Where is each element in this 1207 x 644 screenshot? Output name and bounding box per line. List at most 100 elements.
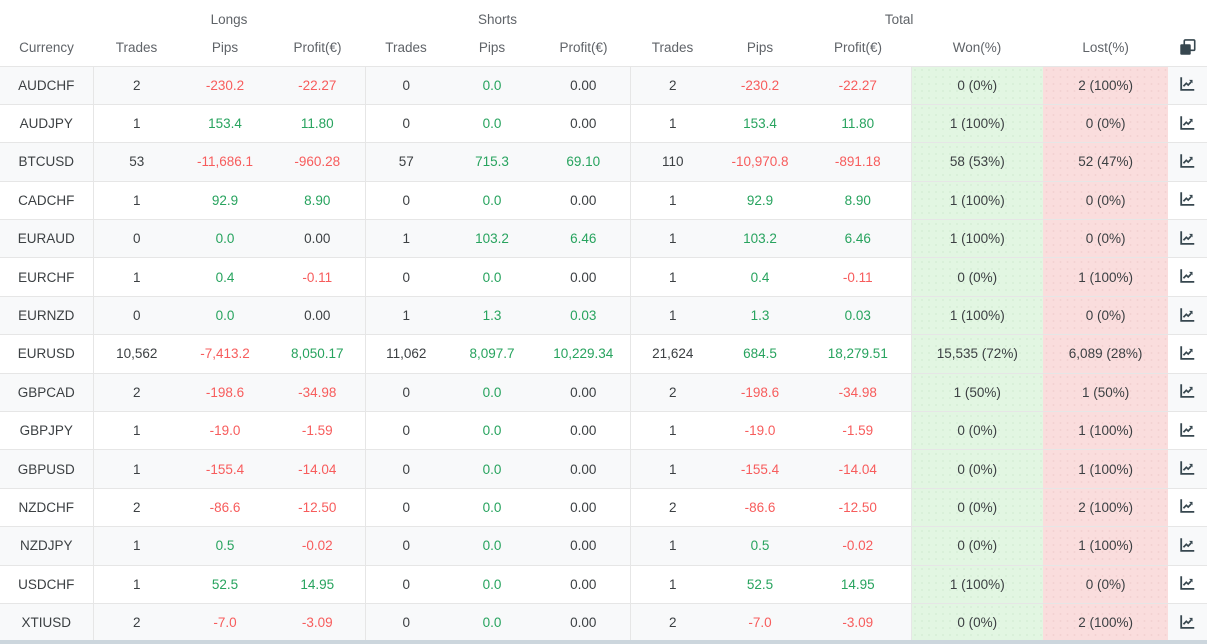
total-pips-cell: -86.6 <box>715 487 806 527</box>
lost-cell: 0 (0%) <box>1043 295 1169 335</box>
total-trades-cell: 1 <box>630 219 716 258</box>
line-chart-icon[interactable] <box>1177 266 1199 286</box>
won-cell: 0 (0%) <box>911 65 1044 105</box>
line-chart-icon[interactable] <box>1177 381 1199 401</box>
currency-cell: AUDCHF <box>0 65 93 105</box>
lost-cell: 0 (0%) <box>1043 103 1169 143</box>
lost-cell: 2 (100%) <box>1043 487 1169 527</box>
total-pips-cell: 153.4 <box>715 103 806 143</box>
won-cell: 1 (100%) <box>911 103 1044 143</box>
shorts-trades-cell: 0 <box>365 372 448 412</box>
shorts-profit-cell: 0.00 <box>537 411 631 450</box>
longs-profit-cell: -12.50 <box>270 487 366 527</box>
line-chart-icon[interactable] <box>1177 612 1199 632</box>
shorts-trades-cell: 11,062 <box>365 334 448 374</box>
won-cell: 0 (0%) <box>911 526 1044 566</box>
shorts-trades-cell: 57 <box>365 142 448 182</box>
column-header-shorts-trades: Trades <box>365 30 448 66</box>
longs-profit-cell: 0.00 <box>270 219 366 258</box>
currency-cell: USDCHF <box>0 564 93 604</box>
longs-trades-cell: 1 <box>92 564 180 604</box>
longs-trades-cell: 1 <box>92 257 180 297</box>
shorts-profit-cell: 0.00 <box>537 103 631 143</box>
column-header-longs-pips: Pips <box>180 30 270 66</box>
total-pips-cell: -19.0 <box>715 411 806 450</box>
total-trades-cell: 1 <box>630 411 716 450</box>
lost-cell: 1 (100%) <box>1043 411 1169 450</box>
shorts-trades-cell: 0 <box>365 65 448 105</box>
longs-trades-cell: 53 <box>92 142 180 182</box>
longs-profit-cell: -1.59 <box>270 411 366 450</box>
table-row: GBPJPY 1 -19.0 -1.59 0 0.0 0.00 1 -19.0 … <box>0 411 1207 450</box>
column-header-total-pips: Pips <box>715 30 806 66</box>
shorts-profit-cell: 0.00 <box>537 65 631 105</box>
shorts-pips-cell: 0.0 <box>447 487 538 527</box>
column-header-longs-profit: Profit(€) <box>270 30 366 66</box>
lost-cell: 2 (100%) <box>1043 65 1169 105</box>
shorts-profit-cell: 0.00 <box>537 526 631 566</box>
copy-icon[interactable] <box>1177 36 1199 58</box>
won-cell: 0 (0%) <box>911 257 1044 297</box>
lost-cell: 1 (100%) <box>1043 449 1169 489</box>
total-profit-cell: 18,279.51 <box>805 334 912 374</box>
line-chart-icon[interactable] <box>1177 305 1199 325</box>
line-chart-icon[interactable] <box>1177 535 1199 555</box>
longs-pips-cell: -11,686.1 <box>180 142 270 182</box>
longs-trades-cell: 0 <box>92 219 180 258</box>
won-cell: 1 (100%) <box>911 180 1044 220</box>
shorts-pips-cell: 103.2 <box>447 219 538 258</box>
shorts-profit-cell: 0.00 <box>537 449 631 489</box>
longs-trades-cell: 0 <box>92 295 180 335</box>
column-header-total-trades: Trades <box>630 30 716 66</box>
column-header-shorts-profit: Profit(€) <box>537 30 631 66</box>
line-chart-icon[interactable] <box>1177 113 1199 133</box>
line-chart-icon[interactable] <box>1177 496 1199 516</box>
shorts-pips-cell: 0.0 <box>447 411 538 450</box>
table-row: USDCHF 1 52.5 14.95 0 0.0 0.00 1 52.5 14… <box>0 564 1207 604</box>
total-pips-cell: 92.9 <box>715 180 806 220</box>
longs-profit-cell: -960.28 <box>270 142 366 182</box>
currency-cell: AUDJPY <box>0 103 93 143</box>
line-chart-icon[interactable] <box>1177 420 1199 440</box>
line-chart-icon[interactable] <box>1177 228 1199 248</box>
longs-trades-cell: 1 <box>92 526 180 566</box>
total-profit-cell: -22.27 <box>805 65 912 105</box>
group-header-longs: Longs <box>93 0 366 30</box>
total-trades-cell: 1 <box>630 449 716 489</box>
total-pips-cell: -155.4 <box>715 449 806 489</box>
line-chart-icon[interactable] <box>1177 151 1199 171</box>
won-cell: 1 (50%) <box>911 372 1044 412</box>
won-cell: 15,535 (72%) <box>911 334 1044 374</box>
currency-cell: CADCHF <box>0 180 93 220</box>
total-trades-cell: 21,624 <box>630 334 716 374</box>
longs-pips-cell: -230.2 <box>180 65 270 105</box>
line-chart-icon[interactable] <box>1177 458 1199 478</box>
table-row: GBPCAD 2 -198.6 -34.98 0 0.0 0.00 2 -198… <box>0 372 1207 412</box>
total-pips-cell: 0.4 <box>715 257 806 297</box>
total-pips-cell: -10,970.8 <box>715 142 806 182</box>
line-chart-icon[interactable] <box>1177 189 1199 209</box>
longs-pips-cell: -7.0 <box>180 602 270 642</box>
chart-cell <box>1168 334 1207 374</box>
shorts-profit-cell: 0.00 <box>537 257 631 297</box>
horizontal-scrollbar[interactable] <box>0 640 1207 644</box>
shorts-trades-cell: 0 <box>365 602 448 642</box>
longs-pips-cell: -7,413.2 <box>180 334 270 374</box>
total-profit-cell: -3.09 <box>805 602 912 642</box>
total-trades-cell: 1 <box>630 257 716 297</box>
table-row: NZDJPY 1 0.5 -0.02 0 0.0 0.00 1 0.5 -0.0… <box>0 526 1207 566</box>
shorts-profit-cell: 69.10 <box>537 142 631 182</box>
shorts-pips-cell: 715.3 <box>447 142 538 182</box>
longs-pips-cell: 0.4 <box>180 257 270 297</box>
line-chart-icon[interactable] <box>1177 573 1199 593</box>
chart-cell <box>1168 564 1207 604</box>
column-header-won: Won(%) <box>911 30 1044 66</box>
longs-profit-cell: -34.98 <box>270 372 366 412</box>
won-cell: 1 (100%) <box>911 219 1044 258</box>
line-chart-icon[interactable] <box>1177 74 1199 94</box>
won-cell: 0 (0%) <box>911 487 1044 527</box>
line-chart-icon[interactable] <box>1177 343 1199 363</box>
shorts-profit-cell: 0.00 <box>537 180 631 220</box>
chart-cell <box>1168 142 1207 182</box>
lost-cell: 0 (0%) <box>1043 564 1169 604</box>
